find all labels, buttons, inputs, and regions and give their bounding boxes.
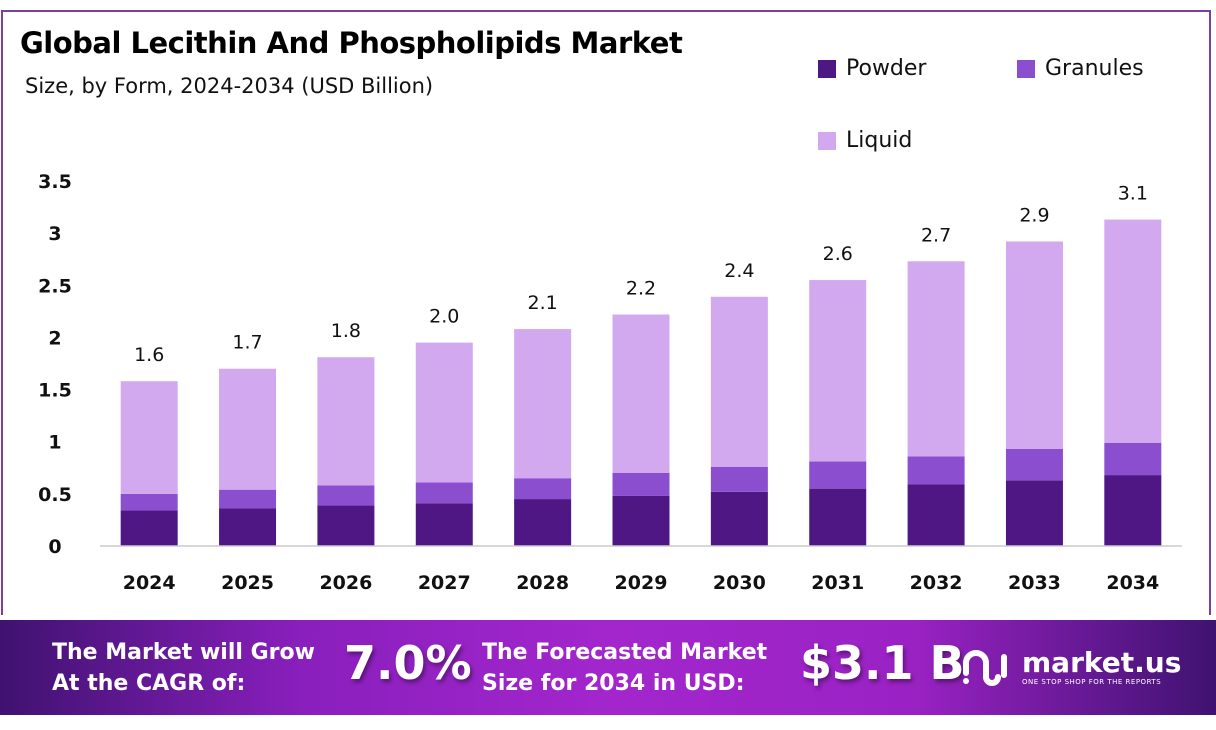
x-tick-label: 2026 [319, 572, 372, 594]
total-data-label: 1.7 [232, 332, 262, 354]
market-us-logo: market.us ONE STOP SHOP FOR THE REPORTS [960, 643, 1181, 691]
x-tick-label: 2024 [123, 572, 176, 594]
legend-label: Powder [846, 56, 927, 81]
legend-liquid: Liquid [818, 128, 912, 153]
y-tick-label: 3 [48, 223, 61, 245]
x-tick-label: 2025 [221, 572, 274, 594]
legend-granules: Granules [1017, 56, 1144, 81]
bar-segment-powder [1104, 475, 1162, 546]
stacked-bar-chart: 0 0.5 1 1.5 2 2.5 3 3.5 1.6 2024 1.7 2025 1.8 2026 2.0… [38, 171, 1182, 594]
bar-segment-liquid [612, 314, 670, 473]
total-data-label: 1.8 [331, 320, 361, 342]
bar-segment-liquid [514, 329, 572, 479]
bar-segment-liquid [120, 381, 178, 494]
x-tick-label: 2027 [418, 572, 471, 594]
bar-segment-powder [120, 510, 178, 546]
total-data-label: 1.6 [134, 344, 164, 366]
bar-segment-granules [809, 461, 867, 489]
legend-swatch-liquid [818, 131, 836, 150]
legend-swatch-powder [818, 59, 836, 78]
x-tick-label: 2034 [1106, 572, 1159, 594]
bar-segment-powder [907, 484, 965, 546]
bar-segment-powder [710, 491, 768, 546]
total-data-label: 3.1 [1118, 183, 1148, 205]
legend-swatch-granules [1017, 59, 1035, 78]
legend-label: Liquid [846, 128, 913, 153]
logo-tagline: ONE STOP SHOP FOR THE REPORTS [1022, 678, 1162, 686]
y-tick-label: 0 [48, 536, 61, 558]
forecast-value: $3.1 B [800, 636, 965, 690]
logo-name: market.us [1022, 646, 1182, 679]
bar-segment-granules [219, 489, 277, 509]
bar-segment-powder [415, 503, 473, 546]
bar-segment-powder [809, 488, 867, 546]
y-tick-label: 1.5 [38, 380, 72, 402]
bar-segment-granules [612, 473, 670, 496]
bar-segment-liquid [809, 280, 867, 462]
bar-segment-liquid [415, 342, 473, 483]
chart-subtitle: Size, by Form, 2024-2034 (USD Billion) [25, 74, 434, 98]
total-data-label: 2.9 [1019, 204, 1049, 226]
bar-segment-granules [415, 482, 473, 504]
bar-segment-granules [317, 485, 375, 506]
bar-segment-granules [710, 466, 768, 492]
legend-powder: Powder [818, 56, 926, 81]
cagr-caption-line1: The Market will Grow [52, 640, 315, 665]
bar-segment-liquid [317, 357, 375, 486]
total-data-label: 2.1 [528, 292, 558, 314]
bar-segment-powder [1005, 480, 1063, 546]
total-data-label: 2.4 [724, 260, 754, 282]
forecast-caption-line1: The Forecasted Market [482, 640, 768, 665]
bar-segment-granules [1104, 442, 1162, 476]
bar-segment-powder [317, 505, 375, 546]
y-tick-label: 1 [48, 432, 61, 454]
x-tick-label: 2033 [1008, 572, 1061, 594]
bar-segment-liquid [219, 368, 277, 490]
bar-segment-granules [1005, 449, 1063, 481]
forecast-caption: The Forecasted Market Size for 2034 in U… [482, 637, 767, 699]
bar-segment-liquid [710, 296, 768, 467]
cagr-caption-line2: At the CAGR of: [52, 671, 246, 696]
legend-label: Granules [1045, 56, 1144, 81]
bar-segment-granules [907, 456, 965, 485]
x-tick-label: 2032 [910, 572, 963, 594]
summary-banner: The Market will Grow At the CAGR of: 7.0… [0, 620, 1216, 715]
total-data-label: 2.7 [921, 224, 951, 246]
bar-segment-powder [219, 508, 277, 546]
bar-segment-powder [612, 495, 670, 546]
bar-segment-powder [514, 499, 572, 546]
x-tick-label: 2028 [516, 572, 569, 594]
y-tick-label: 3.5 [38, 171, 72, 193]
x-tick-label: 2029 [615, 572, 668, 594]
bar-segment-liquid [1104, 219, 1162, 443]
y-tick-label: 0.5 [38, 484, 72, 506]
logo-icon [963, 650, 1007, 686]
x-tick-label: 2030 [713, 572, 766, 594]
x-tick-label: 2031 [811, 572, 864, 594]
forecast-caption-line2: Size for 2034 in USD: [482, 671, 745, 696]
chart-title: Global Lecithin And Phospholipids Market [20, 26, 683, 60]
bar-segment-granules [514, 478, 572, 500]
total-data-label: 2.0 [429, 306, 459, 328]
y-tick-label: 2 [48, 327, 61, 349]
cagr-value: 7.0% [344, 636, 472, 690]
total-data-label: 2.6 [823, 243, 853, 265]
bar-segment-granules [120, 493, 178, 511]
bar-segment-liquid [907, 261, 965, 457]
total-data-label: 2.2 [626, 277, 656, 299]
bar-segment-liquid [1005, 241, 1063, 450]
y-tick-label: 2.5 [38, 275, 72, 297]
cagr-caption: The Market will Grow At the CAGR of: [52, 637, 315, 699]
chart-frame [1, 10, 1211, 615]
